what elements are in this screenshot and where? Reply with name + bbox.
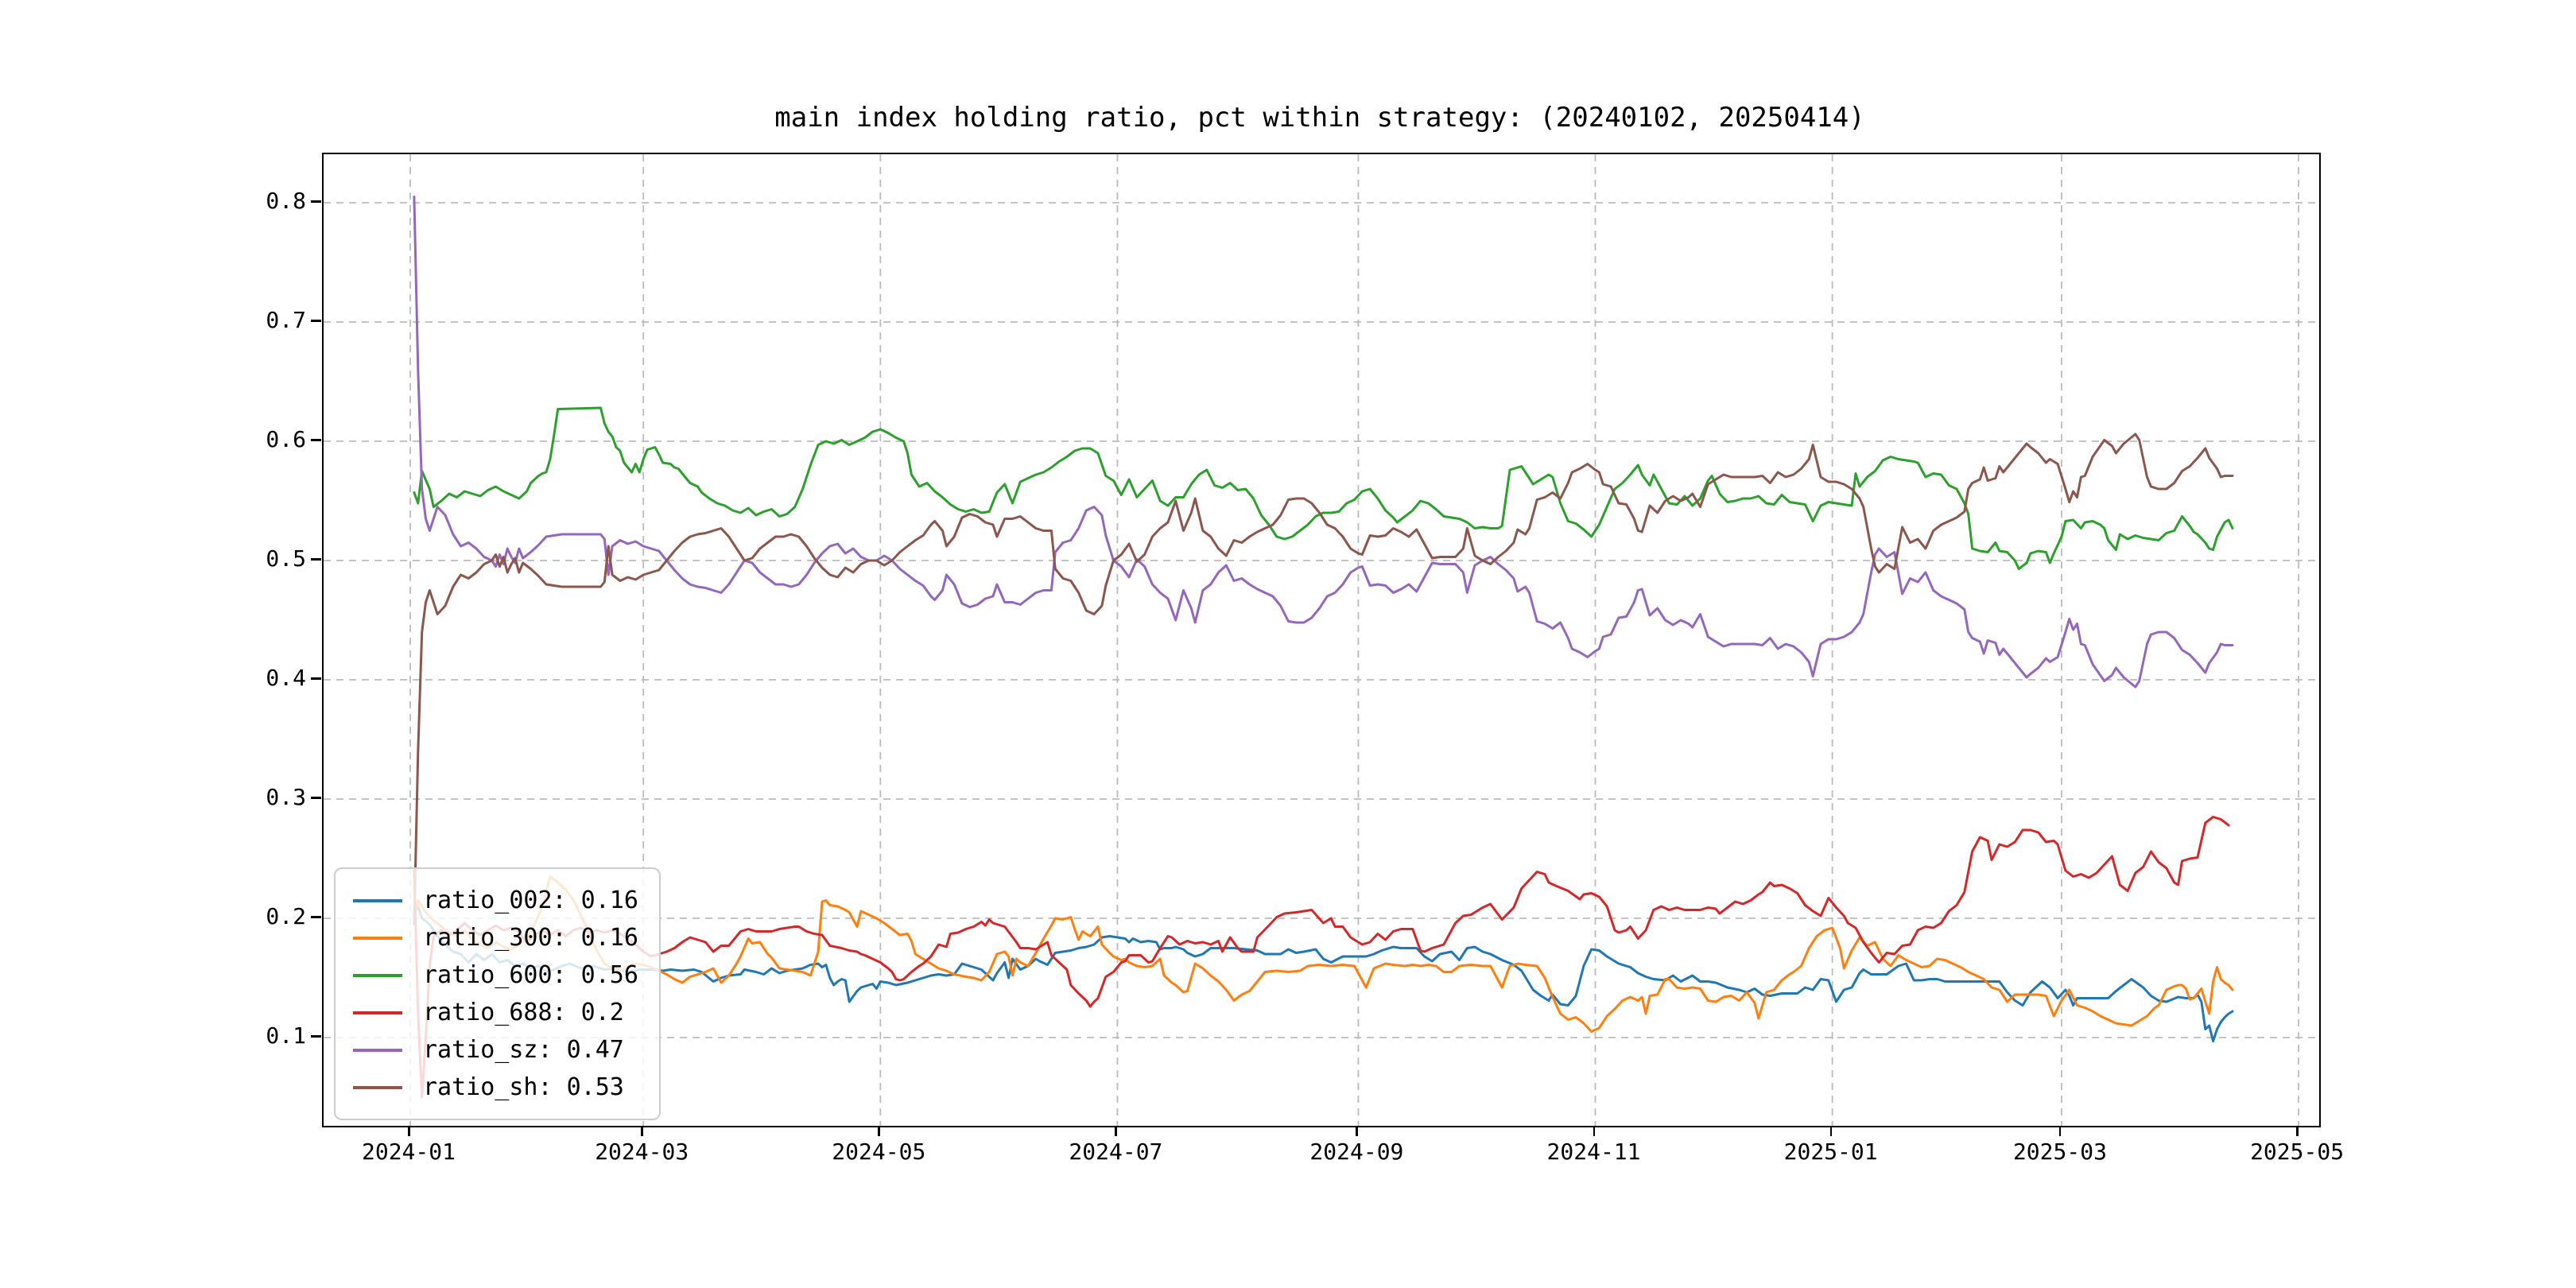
y-tick-label-0.5: 0.5 bbox=[266, 545, 306, 572]
x-tick-label-2025-01: 2025-01 bbox=[1783, 1139, 1878, 1165]
plot-area: ratio_002: 0.16 ratio_300: 0.16 ratio_600:… bbox=[322, 153, 2321, 1127]
legend-line-ratio_sh bbox=[353, 1085, 402, 1089]
legend-line-ratio_688 bbox=[353, 1011, 402, 1014]
x-tick-mark bbox=[641, 1126, 643, 1136]
chart-title: main index holding ratio, pct within str… bbox=[774, 102, 1865, 134]
y-tick-label-0.6: 0.6 bbox=[266, 426, 306, 452]
legend-line-ratio_300 bbox=[353, 936, 402, 940]
legend-label-ratio_688: ratio_688: 0.2 bbox=[423, 999, 624, 1026]
x-tick-mark bbox=[1829, 1126, 1833, 1136]
legend-label-ratio_600: ratio_600: 0.56 bbox=[423, 961, 638, 989]
x-tick-mark bbox=[2296, 1126, 2299, 1136]
x-tick-label-2024-07: 2024-07 bbox=[1069, 1139, 1163, 1165]
legend-item-ratio_002: ratio_002: 0.16 bbox=[353, 882, 638, 919]
legend-line-ratio_002 bbox=[353, 898, 402, 902]
x-tick-mark bbox=[878, 1126, 880, 1136]
y-tick-label-0.8: 0.8 bbox=[266, 188, 306, 214]
legend-item-ratio_sh: ratio_sh: 0.53 bbox=[353, 1069, 638, 1106]
y-tick-label-0.2: 0.2 bbox=[266, 903, 306, 929]
x-tick-mark bbox=[408, 1126, 410, 1136]
x-tick-label-2024-09: 2024-09 bbox=[1309, 1139, 1404, 1165]
legend-line-ratio_sz bbox=[353, 1048, 402, 1052]
x-tick-label-2024-05: 2024-05 bbox=[832, 1139, 926, 1165]
legend: ratio_002: 0.16 ratio_300: 0.16 ratio_600:… bbox=[334, 867, 661, 1120]
series-ratio_sh bbox=[413, 433, 2234, 925]
y-tick-label-0.3: 0.3 bbox=[266, 784, 306, 810]
y-tick-mark bbox=[311, 1035, 321, 1038]
y-tick-mark bbox=[311, 797, 321, 799]
legend-label-ratio_sh: ratio_sh: 0.53 bbox=[423, 1073, 624, 1101]
series-ratio_300 bbox=[413, 875, 2234, 1033]
x-tick-mark bbox=[1356, 1126, 1358, 1136]
x-tick-mark bbox=[1593, 1126, 1596, 1136]
series-ratio_sz bbox=[413, 196, 2234, 689]
x-tick-label-2024-03: 2024-03 bbox=[595, 1139, 689, 1165]
chart-canvas bbox=[324, 154, 2319, 1126]
y-tick-mark bbox=[311, 677, 321, 680]
y-tick-mark bbox=[311, 439, 321, 441]
x-tick-label-2024-01: 2024-01 bbox=[361, 1139, 456, 1165]
y-tick-label-0.4: 0.4 bbox=[266, 665, 306, 691]
series-ratio_600 bbox=[413, 406, 2234, 570]
y-tick-label-0.7: 0.7 bbox=[266, 307, 306, 333]
series-ratio_688 bbox=[413, 816, 2230, 1099]
legend-label-ratio_sz: ratio_sz: 0.47 bbox=[423, 1036, 624, 1064]
series-ratio_002 bbox=[413, 905, 2234, 1042]
legend-item-ratio_600: ratio_600: 0.56 bbox=[353, 956, 638, 994]
x-tick-mark bbox=[2058, 1126, 2062, 1136]
y-tick-mark bbox=[311, 558, 321, 561]
x-tick-label-2024-11: 2024-11 bbox=[1546, 1139, 1641, 1165]
legend-item-ratio_sz: ratio_sz: 0.47 bbox=[353, 1031, 638, 1069]
y-tick-mark bbox=[311, 200, 321, 203]
y-tick-label-0.1: 0.1 bbox=[266, 1022, 306, 1049]
x-tick-mark bbox=[1115, 1126, 1117, 1136]
y-tick-mark bbox=[311, 320, 321, 322]
legend-item-ratio_300: ratio_300: 0.16 bbox=[353, 919, 638, 956]
legend-line-ratio_600 bbox=[353, 973, 402, 977]
x-tick-label-2025-05: 2025-05 bbox=[2250, 1139, 2345, 1165]
legend-item-ratio_688: ratio_688: 0.2 bbox=[353, 994, 638, 1031]
y-tick-mark bbox=[311, 916, 321, 918]
legend-label-ratio_300: ratio_300: 0.16 bbox=[423, 924, 638, 952]
legend-label-ratio_002: ratio_002: 0.16 bbox=[423, 886, 638, 914]
x-tick-label-2025-03: 2025-03 bbox=[2012, 1139, 2107, 1165]
